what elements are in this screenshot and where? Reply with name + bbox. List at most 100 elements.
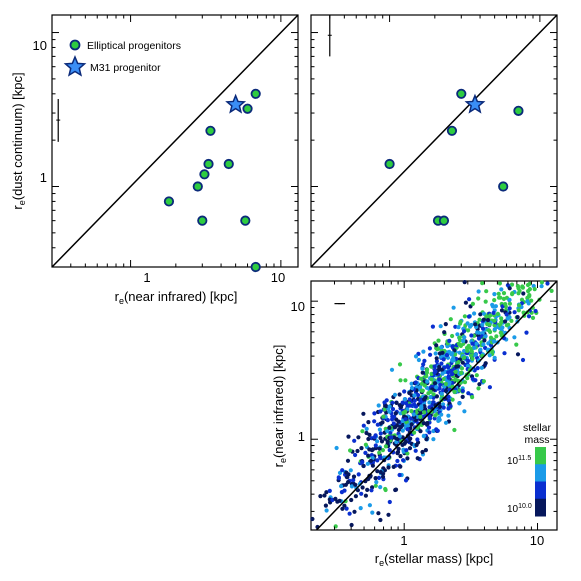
galaxy-point [492, 292, 497, 297]
galaxy-point [454, 364, 459, 369]
panel-a-ytick-10: 10 [33, 38, 47, 53]
galaxy-point [512, 310, 517, 315]
galaxy-point [507, 306, 512, 311]
galaxy-point [366, 436, 371, 442]
galaxy-point [434, 385, 439, 390]
galaxy-point [407, 446, 413, 451]
galaxy-point [496, 295, 502, 300]
galaxy-point [470, 356, 475, 361]
galaxy-point [346, 434, 351, 439]
galaxy-point [469, 333, 474, 338]
galaxy-point [397, 392, 402, 397]
colorbar-segment [535, 464, 546, 482]
panel-c: stellar mass 1011.5 1010.0 10 1 1 10 re(… [271, 280, 558, 568]
galaxy-point [483, 299, 488, 304]
galaxy-point [419, 406, 424, 411]
galaxy-point [478, 347, 483, 352]
colorbar-segment [535, 481, 546, 500]
galaxy-point [455, 332, 460, 337]
galaxy-point [366, 420, 371, 425]
galaxy-point [509, 282, 515, 287]
galaxy-point [481, 379, 486, 384]
galaxy-point [441, 357, 446, 362]
galaxy-point [496, 291, 501, 296]
elliptical-progenitor-point [197, 215, 208, 226]
galaxy-point [342, 488, 347, 493]
galaxy-point [440, 350, 445, 355]
galaxy-point [382, 468, 387, 473]
galaxy-point [385, 418, 390, 423]
galaxy-point [479, 365, 484, 370]
colorbar-title-line2: mass [524, 434, 549, 446]
galaxy-point [427, 430, 432, 435]
galaxy-point [391, 421, 396, 426]
galaxy-point [415, 456, 420, 461]
galaxy-point [373, 476, 378, 481]
galaxy-point [388, 430, 393, 435]
galaxy-point [462, 280, 467, 285]
panel-a-xlabel: re(near infrared) [kpc] [115, 289, 238, 306]
galaxy-point [380, 420, 385, 425]
galaxy-point [529, 298, 534, 303]
galaxy-point [452, 348, 457, 353]
galaxy-point [480, 281, 485, 286]
colorbar-title-line1: stellar [523, 422, 552, 434]
galaxy-point [491, 310, 496, 315]
elliptical-progenitor-point [456, 88, 467, 99]
galaxy-point [526, 314, 532, 319]
galaxy-point [457, 388, 462, 393]
galaxy-point [432, 381, 438, 386]
m31-progenitor-point [225, 93, 247, 114]
galaxy-point [412, 393, 417, 398]
elliptical-progenitor-point [438, 215, 450, 226]
panel-a-xtick-1: 1 [143, 270, 150, 285]
galaxy-point [490, 304, 495, 309]
galaxy-point [466, 391, 471, 396]
galaxy-point [359, 491, 364, 496]
galaxy-point [474, 373, 479, 378]
galaxy-point [352, 438, 357, 443]
galaxy-point [387, 425, 392, 430]
galaxy-point [461, 338, 466, 343]
galaxy-point [411, 412, 416, 417]
galaxy-point [376, 475, 382, 480]
galaxy-point [318, 494, 323, 499]
galaxy-point [480, 322, 485, 327]
galaxy-point [324, 490, 329, 495]
galaxy-point [386, 512, 391, 517]
elliptical-progenitor-point [242, 103, 253, 114]
galaxy-point [397, 362, 403, 367]
galaxy-point [457, 335, 462, 340]
galaxy-point [396, 446, 401, 451]
galaxy-point [344, 470, 349, 475]
galaxy-point [488, 335, 494, 340]
galaxy-point [464, 345, 470, 350]
galaxy-point [360, 460, 365, 465]
galaxy-point [450, 372, 455, 377]
galaxy-point [456, 325, 461, 330]
galaxy-point [477, 317, 482, 322]
galaxy-point [466, 358, 471, 363]
galaxy-point [360, 485, 365, 490]
galaxy-point [474, 341, 479, 346]
panel-c-ticks [310, 281, 557, 530]
elliptical-progenitor-point [203, 158, 214, 170]
galaxy-point [433, 413, 438, 418]
galaxy-point [446, 370, 451, 375]
galaxy-point [442, 330, 447, 335]
galaxy-point [457, 401, 462, 406]
galaxy-point [505, 283, 510, 288]
panel-a-ticks [51, 15, 298, 268]
galaxy-point [438, 382, 443, 387]
colorbar-segment [535, 498, 546, 517]
galaxy-point [363, 450, 368, 455]
galaxy-point [345, 458, 351, 463]
galaxy-point [463, 300, 468, 305]
galaxy-point [432, 370, 437, 375]
galaxy-point [424, 374, 429, 379]
galaxy-point [462, 355, 467, 360]
galaxy-point [413, 354, 419, 359]
galaxy-point [352, 509, 357, 514]
galaxy-point [365, 461, 370, 466]
galaxy-point [376, 403, 381, 408]
